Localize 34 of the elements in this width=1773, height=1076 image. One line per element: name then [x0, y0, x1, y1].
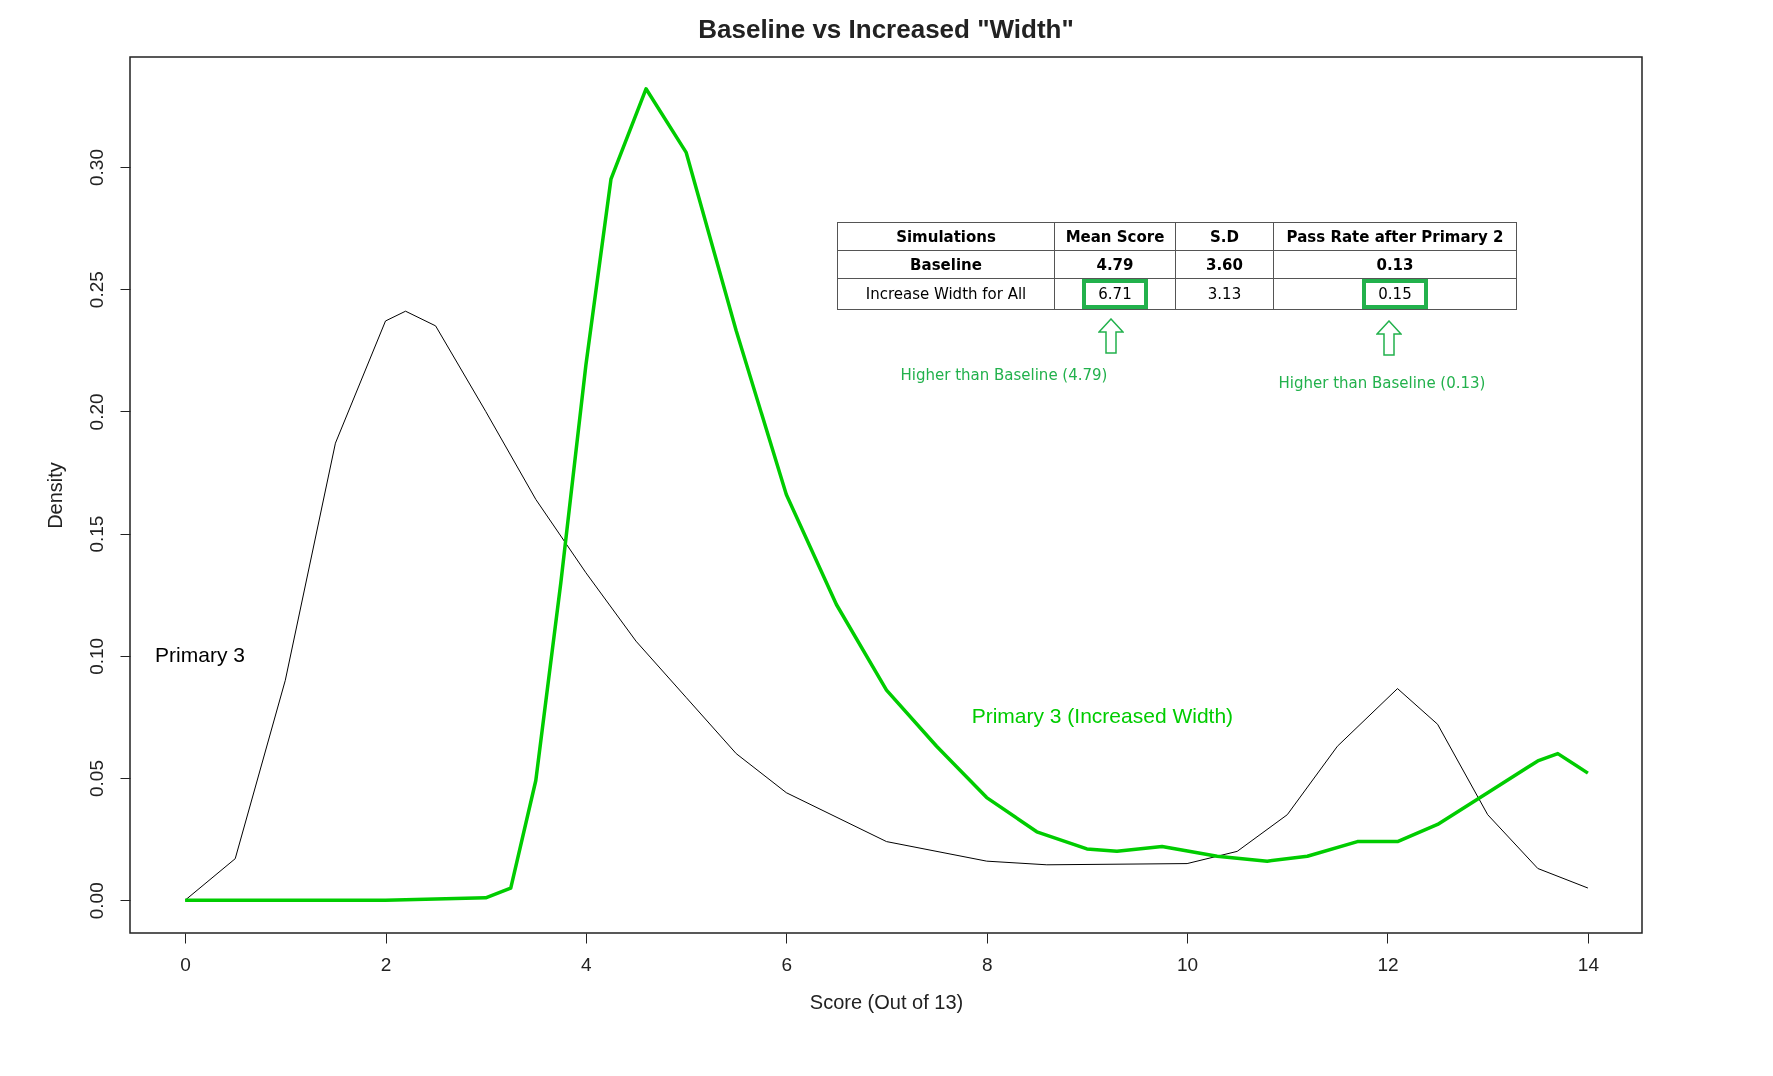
outline-box: 6.71	[1082, 279, 1148, 309]
annotation: 4.79	[1054, 250, 1176, 279]
x-tick-label: 12	[1377, 953, 1399, 975]
text: Primary 3	[155, 642, 245, 666]
x-tick-label: 14	[1577, 953, 1600, 975]
y-tick-label: 0.25	[85, 271, 107, 309]
y-tick-label: 0.00	[85, 882, 107, 920]
y-tick-label: 0.10	[85, 637, 107, 675]
y-tick-label: 0.05	[85, 760, 107, 798]
x-tick-label: 8	[981, 953, 993, 975]
outline-box: 0.15	[1362, 279, 1428, 309]
x-tick-label: 6	[781, 953, 793, 975]
y-tick-label: 0.15	[85, 515, 107, 553]
annotation: S.D	[1175, 222, 1274, 251]
x-tick-label: 10	[1177, 953, 1199, 975]
y-axis-title: Density	[43, 462, 66, 529]
x-tick-label: 0	[180, 953, 191, 975]
x-tick-label: 2	[380, 953, 392, 975]
x-tick-label: 4	[581, 953, 593, 975]
annotation: Higher than Baseline (4.79)	[900, 366, 1108, 384]
annotation: 3.60	[1175, 250, 1274, 279]
annotation: Baseline	[837, 250, 1055, 279]
annotation: Higher than Baseline (0.13)	[1278, 374, 1486, 392]
annotation: 3.13	[1175, 278, 1274, 310]
annotation: Pass Rate after Primary 2	[1273, 222, 1517, 251]
y-tick-label: 0.30	[85, 149, 107, 186]
annotation: 0.13	[1273, 250, 1517, 279]
annotation: Simulations	[837, 222, 1055, 251]
chart-title: Baseline vs Increased "Width"	[698, 14, 1074, 44]
y-tick-label: 0.20	[85, 393, 107, 431]
x-axis-title: Score (Out of 13)	[809, 990, 964, 1013]
annotation: Mean Score	[1054, 222, 1176, 251]
annotation: Increase Width for All	[837, 278, 1055, 310]
series-label: Primary 3 (Increased Width)	[971, 703, 1234, 727]
